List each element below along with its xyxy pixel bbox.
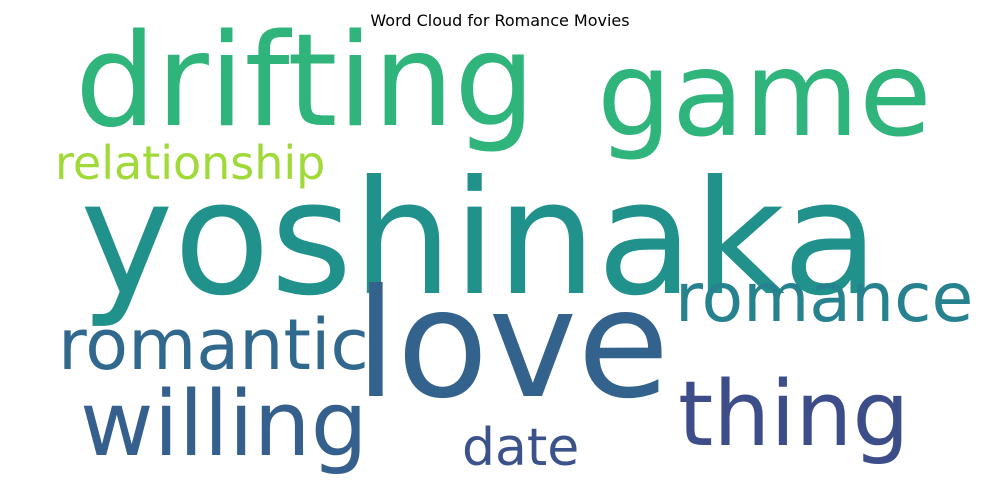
- word-date: date: [462, 418, 580, 478]
- word-willing: willing: [80, 372, 368, 477]
- word-drifting: drifting: [75, 7, 536, 156]
- word-yoshinaka: yoshinaka: [80, 147, 880, 331]
- chart-title: Word Cloud for Romance Movies: [370, 11, 630, 30]
- word-romance: romance: [675, 259, 974, 338]
- word-relationship: relationship: [55, 136, 326, 190]
- word-love: love: [355, 258, 670, 432]
- word-thing: thing: [678, 362, 910, 467]
- word-game: game: [597, 25, 932, 163]
- word-romantic: romantic: [58, 304, 369, 386]
